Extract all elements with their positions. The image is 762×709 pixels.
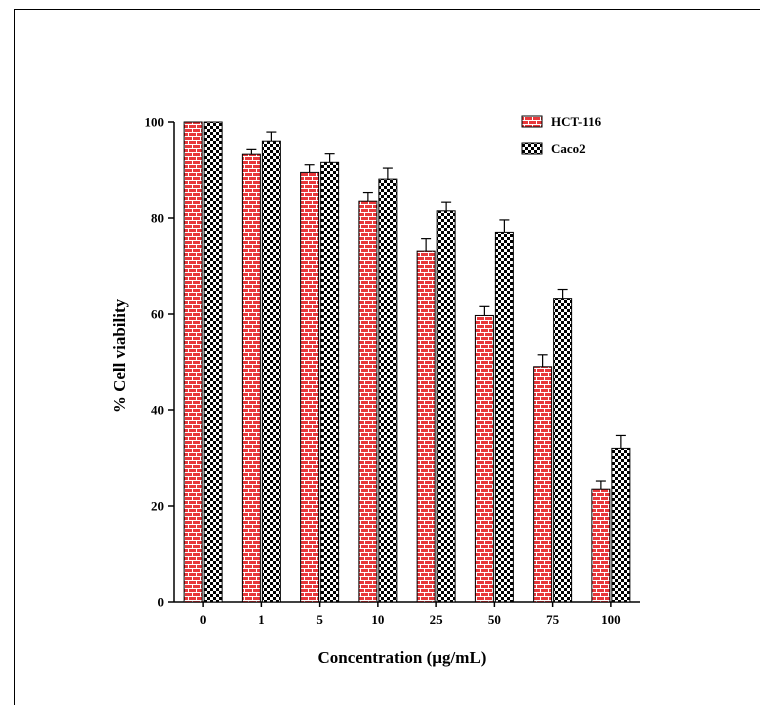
bar-hct-116-75 [533, 366, 553, 603]
bars-group [183, 121, 631, 603]
bar-hct-116-25 [416, 250, 436, 603]
bar-caco2-0 [203, 121, 223, 603]
bar-hct-116-1 [241, 153, 261, 603]
bar-hct-116-0 [183, 121, 203, 603]
x-tick-label: 10 [371, 612, 384, 627]
x-tick-label: 5 [316, 612, 323, 627]
bar-hct-116-10 [358, 200, 378, 603]
y-tick-label: 0 [158, 595, 165, 610]
bar-caco2-10 [378, 178, 398, 603]
bar-caco2-75 [553, 298, 573, 603]
error-bars-group [246, 131, 626, 490]
bar-hct-116-50 [474, 314, 494, 603]
bar-caco2-5 [320, 161, 340, 603]
x-axis: 0 1 5 10 25 50 75 100 [174, 601, 640, 627]
bar-hct-116-100 [591, 488, 611, 603]
y-tick-label: 20 [151, 499, 164, 514]
bar-hct-116-5 [300, 171, 320, 603]
y-axis-title: % Cell viability [110, 298, 129, 413]
y-tick-label: 100 [145, 115, 165, 130]
legend-swatch [521, 115, 543, 128]
y-tick-label: 80 [151, 211, 164, 226]
x-tick-label: 50 [488, 612, 501, 627]
x-tick-label: 1 [258, 612, 265, 627]
legend-label: Caco2 [551, 141, 586, 156]
x-axis-title: Concentration (µg/mL) [318, 648, 487, 667]
bar-caco2-25 [436, 210, 456, 603]
bar-caco2-100 [611, 447, 631, 603]
y-tick-label: 40 [151, 403, 164, 418]
x-tick-label: 0 [200, 612, 207, 627]
legend-label: HCT-116 [551, 114, 602, 129]
legend: HCT-116 Caco2 [521, 114, 602, 156]
x-tick-label: 75 [546, 612, 560, 627]
y-tick-label: 60 [151, 307, 164, 322]
x-tick-label: 100 [601, 612, 621, 627]
legend-swatch [521, 142, 543, 155]
bar-caco2-1 [261, 140, 281, 603]
bar-caco2-50 [494, 231, 514, 603]
figure-frame [14, 9, 760, 705]
x-tick-label: 25 [430, 612, 444, 627]
y-axis: 0 20 40 60 80 100 [145, 115, 175, 610]
